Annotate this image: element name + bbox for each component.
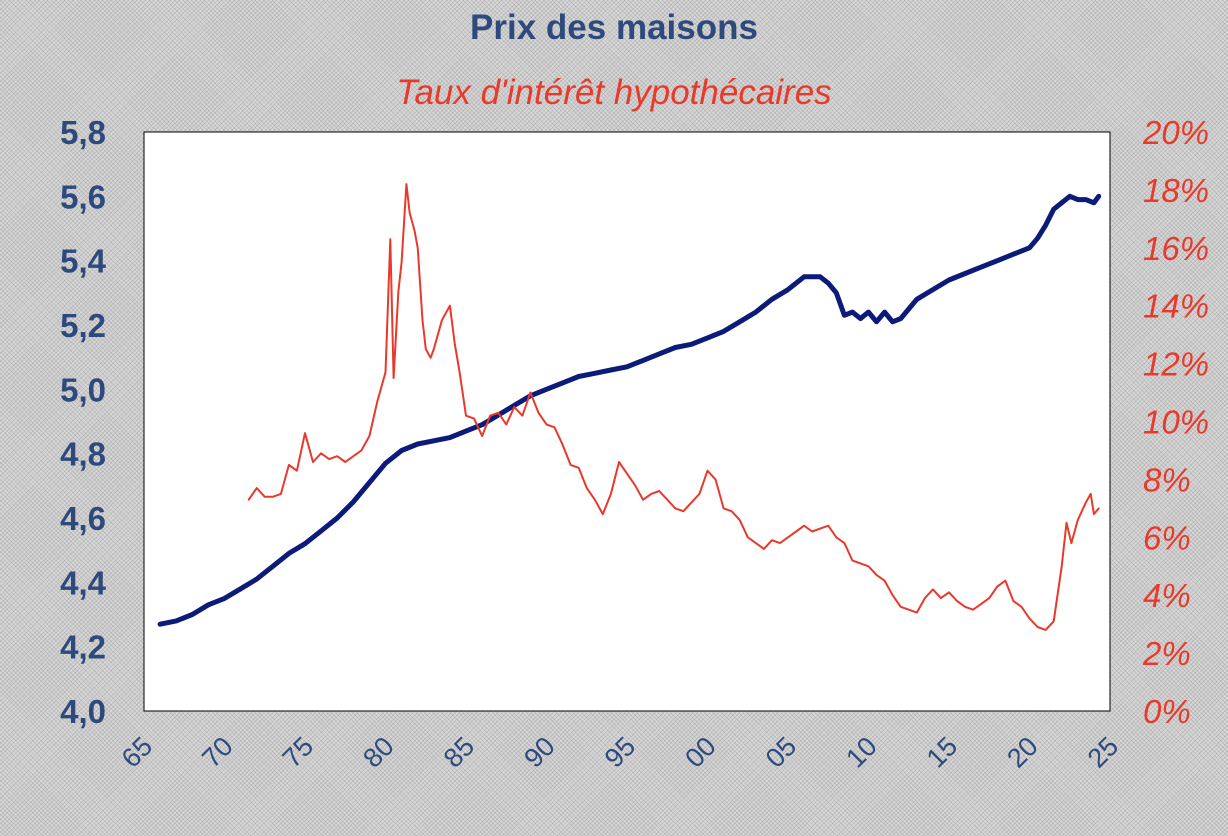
x-tick-label: 65: [116, 731, 158, 773]
x-tick-label: 75: [277, 731, 319, 773]
x-axis: 65 70 75 80 85 90 95 00 05 10 15 20 25: [116, 731, 1124, 773]
right-tick-label: 20%: [1142, 114, 1209, 151]
x-tick-label: 70: [196, 731, 238, 773]
right-tick-label: 2%: [1142, 635, 1191, 672]
right-tick-label: 18%: [1143, 172, 1209, 209]
right-tick-label: 6%: [1143, 519, 1191, 556]
right-tick-label: 4%: [1143, 577, 1191, 614]
chart-subtitle: Taux d'intérêt hypothécaires: [396, 73, 832, 112]
x-tick-label: 25: [1082, 731, 1124, 773]
left-tick-label: 4,2: [60, 629, 106, 666]
x-tick-label: 90: [518, 731, 560, 773]
right-tick-label: 0%: [1143, 693, 1191, 730]
right-tick-label: 16%: [1143, 230, 1209, 267]
x-tick-label: 05: [760, 731, 802, 773]
left-tick-label: 5,4: [60, 243, 107, 280]
left-tick-label: 5,0: [60, 371, 106, 408]
series-group: [157, 183, 1102, 631]
x-tick-label: 20: [1001, 731, 1043, 773]
x-tick-label: 15: [921, 731, 963, 773]
x-tick-label: 95: [599, 731, 641, 773]
series-line-taux: [247, 183, 1100, 631]
left-tick-label: 4,8: [60, 436, 106, 473]
left-tick-label: 4,4: [60, 564, 107, 601]
right-tick-label: 14%: [1143, 288, 1209, 325]
right-tick-label: 10%: [1143, 404, 1209, 441]
right-axis: 0% 2% 4% 6% 8% 10% 12% 14% 16% 18% 20%: [1142, 114, 1209, 730]
series-line-prix: [157, 193, 1102, 627]
left-tick-label: 5,8: [60, 114, 106, 151]
x-tick-label: 80: [357, 731, 399, 773]
x-tick-label: 85: [438, 731, 480, 773]
left-tick-label: 5,6: [60, 178, 106, 215]
left-axis: 4,0 4,2 4,4 4,6 4,8 5,0 5,2 5,4 5,6 5,8: [60, 114, 107, 730]
right-tick-label: 8%: [1143, 461, 1191, 498]
left-tick-label: 5,2: [60, 307, 106, 344]
right-tick-label: 12%: [1143, 346, 1209, 383]
plot-area: [143, 131, 1111, 712]
left-tick-label: 4,6: [60, 500, 106, 537]
x-tick-label: 10: [840, 731, 882, 773]
left-tick-label: 4,0: [60, 693, 106, 730]
chart-title: Prix des maisons: [470, 8, 758, 47]
x-tick-label: 00: [679, 731, 721, 773]
